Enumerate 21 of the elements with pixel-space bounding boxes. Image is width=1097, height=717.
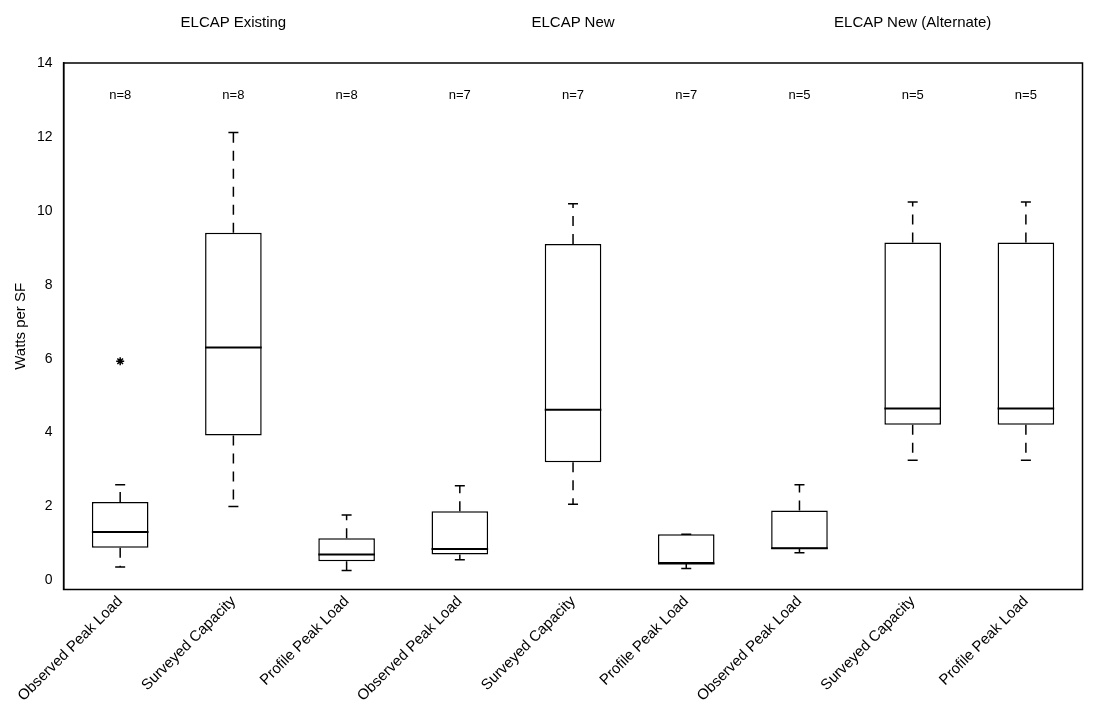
annotation: n=5 bbox=[901, 86, 924, 102]
annotation: n=7 bbox=[562, 86, 585, 102]
annotation: n=5 bbox=[1014, 86, 1037, 102]
y-tick-label: 8 bbox=[44, 275, 53, 292]
text: ELCAP Existing bbox=[180, 13, 287, 31]
y-tick-label: 4 bbox=[44, 423, 53, 440]
annotation: n=8 bbox=[335, 86, 358, 102]
y-tick-label: 14 bbox=[36, 53, 53, 70]
annotation: n=8 bbox=[109, 86, 132, 102]
annotation: n=5 bbox=[788, 86, 811, 102]
y-tick-label: 12 bbox=[36, 127, 53, 144]
y-axis-title: Watts per SF bbox=[11, 282, 29, 370]
y-tick-label: 2 bbox=[44, 497, 53, 514]
annotation: n=8 bbox=[222, 86, 245, 102]
y-tick-label: 6 bbox=[44, 349, 53, 366]
text: ELCAP New (Alternate) bbox=[834, 13, 992, 31]
text: ELCAP New bbox=[531, 13, 615, 31]
annotation: n=7 bbox=[675, 86, 698, 102]
y-tick-label: 10 bbox=[36, 201, 53, 218]
annotation: n=7 bbox=[448, 86, 471, 102]
y-tick-label: 0 bbox=[44, 571, 53, 588]
